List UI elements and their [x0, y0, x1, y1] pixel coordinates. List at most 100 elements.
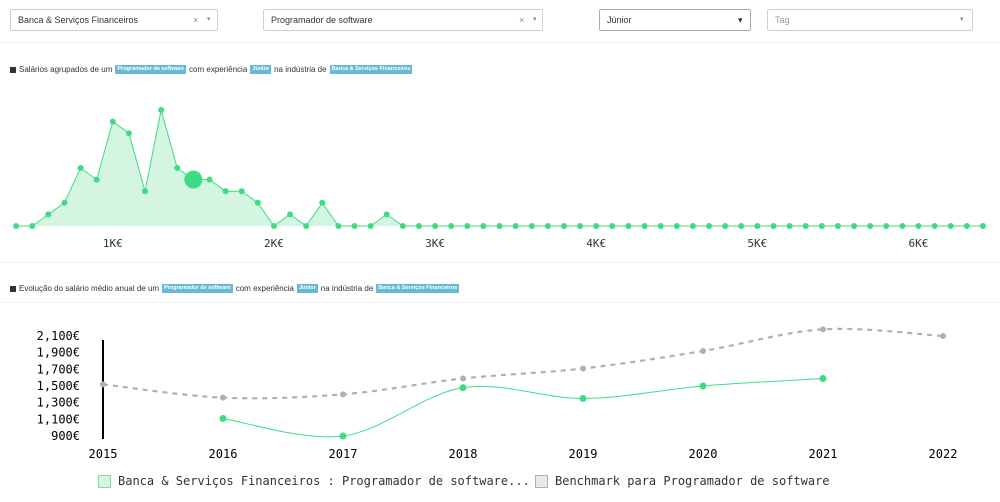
tag-select[interactable]: Tag ▾ — [767, 9, 973, 31]
histogram-point — [351, 223, 358, 229]
histogram-point — [899, 223, 906, 229]
histogram-point — [738, 223, 745, 229]
histogram-point — [577, 223, 584, 229]
benchmark-point — [100, 381, 106, 388]
histogram-point — [851, 223, 858, 229]
histogram-point — [383, 211, 390, 218]
histogram-point — [13, 223, 20, 229]
experience-select[interactable]: Júnior ▾ — [599, 9, 751, 31]
x-tick-label: 3K€ — [425, 237, 445, 250]
evolution-title-middle: com experiência — [235, 284, 294, 293]
clear-icon[interactable]: × — [519, 15, 525, 25]
histogram-point — [399, 223, 406, 229]
histogram-point — [432, 223, 439, 229]
histogram-title-middle2: na indústria de — [274, 65, 327, 74]
evolution-title-prefix: Evolução do salário médio anual de um — [19, 284, 160, 293]
benchmark-point — [460, 375, 466, 382]
y-tick-label: 1,900€ — [37, 346, 80, 360]
role-tag: Programador de software — [162, 284, 233, 293]
y-tick-label: 900€ — [51, 429, 80, 443]
role-select-value: Programador de software — [271, 15, 373, 25]
x-tick-label: 5K€ — [747, 237, 767, 250]
series-point — [339, 432, 347, 440]
benchmark-point — [820, 326, 826, 333]
histogram-point — [673, 223, 680, 229]
histogram-point — [512, 223, 519, 229]
chevron-down-icon[interactable]: ▾ — [960, 16, 964, 23]
legend-label-series: Banca & Serviços Financeiros : Programad… — [118, 474, 530, 488]
histogram-point — [689, 223, 696, 229]
chevron-down-icon[interactable]: ▾ — [738, 15, 743, 25]
tag-select-placeholder: Tag — [775, 15, 790, 25]
histogram-point — [448, 223, 455, 229]
x-tick-label: 2020 — [689, 447, 718, 461]
x-tick-label: 6K€ — [909, 237, 929, 250]
legend-swatch-benchmark — [535, 474, 548, 488]
histogram-point — [238, 188, 245, 195]
y-tick-label: 1,300€ — [37, 396, 80, 410]
y-tick-label: 1,100€ — [37, 412, 80, 426]
industry-tag: Banca & Serviços Financeiros — [376, 284, 460, 293]
histogram-point — [786, 223, 793, 229]
histogram-point — [158, 107, 165, 113]
x-tick-label: 1K€ — [103, 237, 123, 250]
histogram-point — [560, 223, 567, 229]
histogram-point — [464, 223, 471, 229]
histogram-point — [609, 223, 616, 229]
salary-distribution-chart: 1K€ 2K€ 3K€ 4K€ 5K€ 6K€ — [13, 107, 986, 250]
x-tick-label: 2K€ — [264, 237, 284, 250]
role-select[interactable]: Programador de software × ▾ — [263, 9, 543, 31]
legend-item-benchmark[interactable]: Benchmark para Programador de software — [535, 474, 830, 488]
evolution-title: Evolução do salário médio anual de um Pr… — [10, 284, 462, 293]
histogram-point — [657, 223, 664, 229]
histogram-point — [802, 223, 809, 229]
histogram-point — [480, 223, 487, 229]
series-point — [699, 382, 707, 390]
histogram-point — [303, 223, 310, 229]
industry-tag: Banca & Serviços Financeiros — [329, 65, 413, 74]
histogram-point — [834, 223, 841, 229]
histogram-point — [915, 223, 922, 229]
histogram-point — [335, 223, 342, 229]
histogram-point — [93, 176, 100, 183]
evolution-title-middle2: na indústria de — [320, 284, 374, 293]
series-point — [579, 395, 587, 402]
industry-select-value: Banca & Serviços Financeiros — [18, 15, 139, 25]
bullet-square-icon — [10, 66, 16, 73]
histogram-point — [979, 223, 986, 229]
histogram-point — [109, 118, 116, 125]
histogram-point — [319, 199, 326, 206]
histogram-point — [174, 165, 181, 171]
histogram-point — [29, 223, 36, 229]
x-tick-label: 2022 — [929, 447, 958, 461]
series-point — [459, 384, 467, 392]
x-tick-label: 2021 — [809, 447, 838, 461]
role-tag: Programador de software — [115, 65, 187, 74]
y-tick-label: 1,500€ — [37, 379, 80, 393]
series-point — [219, 415, 227, 422]
x-tick-label: 2016 — [209, 447, 238, 461]
histogram-point — [963, 223, 970, 229]
histogram-point — [867, 223, 874, 229]
chevron-down-icon[interactable]: ▾ — [533, 16, 537, 23]
experience-select-value: Júnior — [607, 15, 632, 25]
histogram-title-prefix: Salários agrupados de um — [19, 65, 113, 74]
x-tick-label: 2019 — [569, 447, 598, 461]
industry-select[interactable]: Banca & Serviços Financeiros × ▾ — [10, 9, 218, 31]
histogram-point — [61, 199, 68, 206]
benchmark-point — [940, 333, 946, 339]
histogram-point — [883, 223, 890, 229]
legend-item-series[interactable]: Banca & Serviços Financeiros : Programad… — [98, 474, 530, 488]
section-divider — [0, 262, 1000, 263]
histogram-point — [367, 223, 374, 229]
histogram-point — [496, 223, 503, 229]
legend-swatch-series — [98, 474, 111, 488]
clear-icon[interactable]: × — [193, 15, 199, 25]
salary-evolution-chart: 900€ 1,100€ 1,300€ 1,500€ 1,700€ 1,900€ 2,100€… — [37, 326, 958, 461]
histogram-point — [722, 223, 729, 229]
experience-tag: Júnior — [250, 65, 272, 74]
histogram-point — [125, 130, 132, 137]
chevron-down-icon[interactable]: ▾ — [207, 16, 211, 23]
histogram-point — [818, 223, 825, 229]
highlighted-point — [184, 170, 203, 189]
